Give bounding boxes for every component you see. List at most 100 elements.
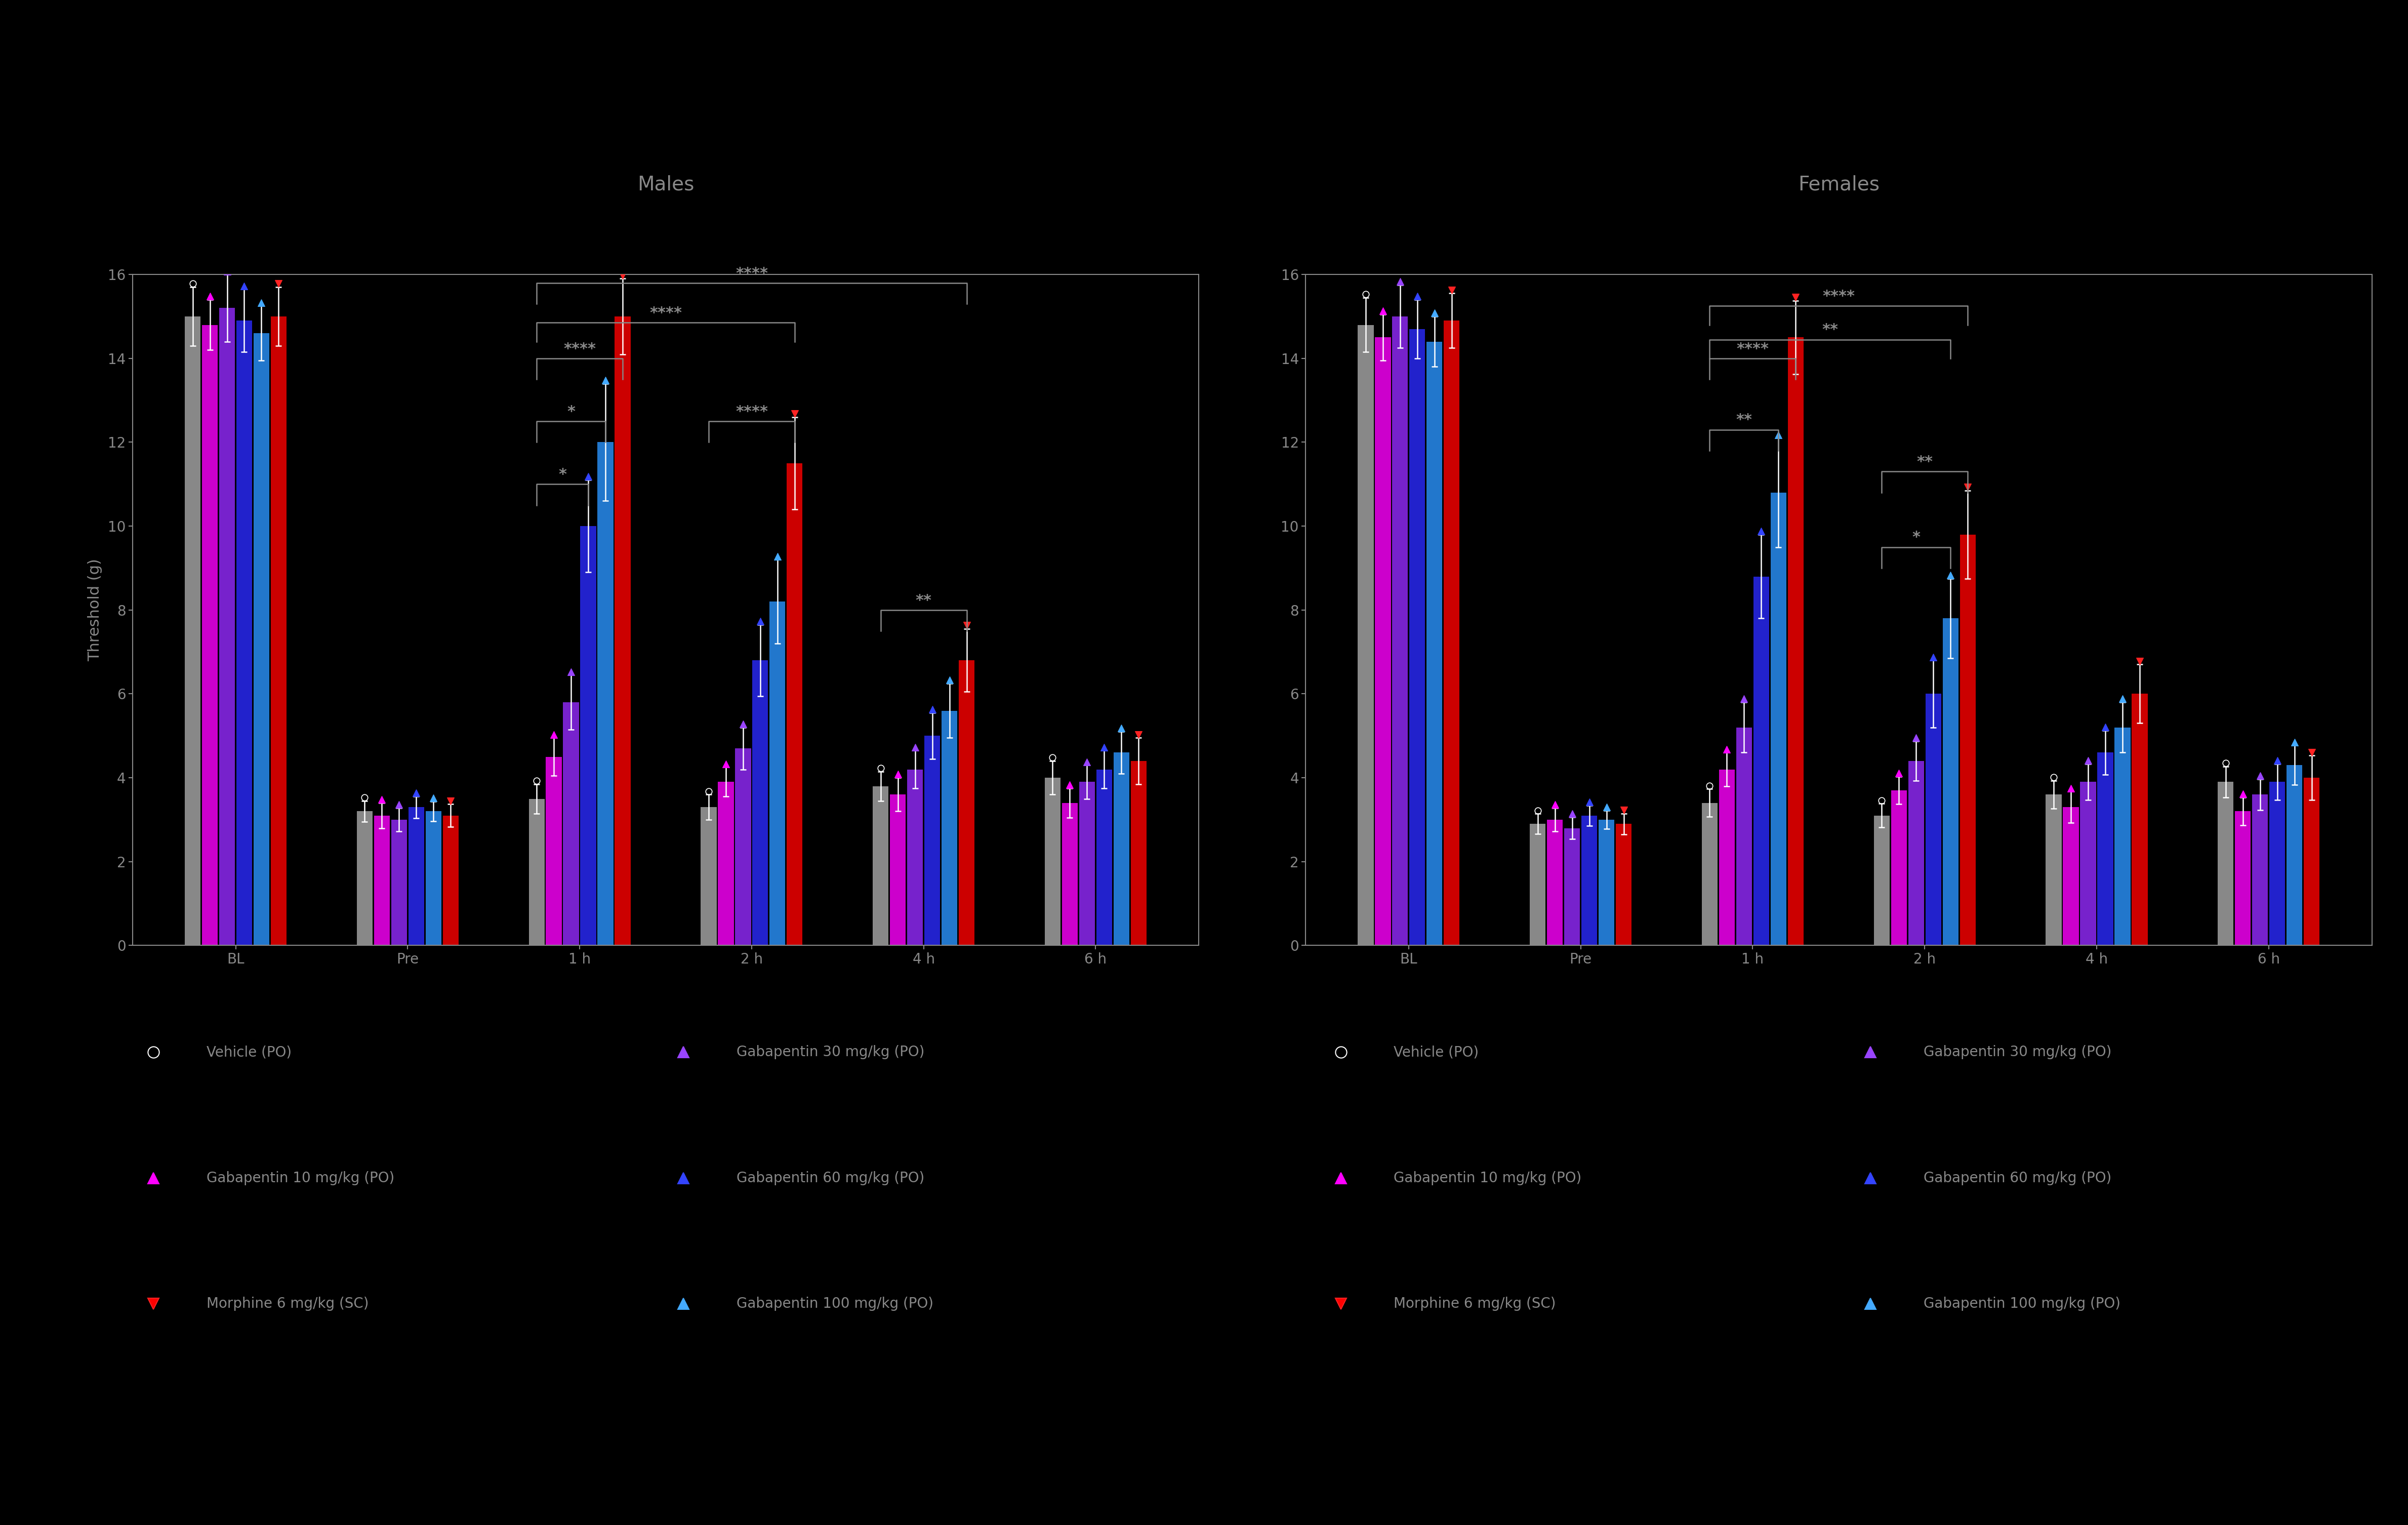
Text: Vehicle (PO): Vehicle (PO) [207,1045,291,1060]
Bar [2047,795,2061,945]
Bar [270,317,287,946]
Y-axis label: Threshold (g): Threshold (g) [87,558,101,662]
Bar [2268,782,2285,945]
Bar [1529,824,1546,945]
Bar [1907,761,1924,946]
Bar [734,749,751,946]
Bar [771,602,785,946]
Bar [2064,807,2078,946]
Text: ****: **** [734,265,768,281]
Text: Gabapentin 10 mg/kg (PO): Gabapentin 10 mg/kg (PO) [207,1171,395,1185]
Bar [701,807,718,946]
Bar [1392,317,1409,946]
Bar [563,703,578,946]
Text: Morphine 6 mg/kg (SC): Morphine 6 mg/kg (SC) [1394,1296,1556,1311]
Bar [1753,576,1770,946]
Text: Morphine 6 mg/kg (SC): Morphine 6 mg/kg (SC) [207,1296,368,1311]
Text: **: ** [1917,454,1934,470]
Bar [1079,782,1096,945]
Bar [426,811,441,946]
Bar [356,811,373,946]
Bar [373,816,390,946]
Bar [942,711,958,946]
Text: ****: **** [734,404,768,419]
Text: **: ** [1823,323,1837,337]
Text: Gabapentin 10 mg/kg (PO): Gabapentin 10 mg/kg (PO) [1394,1171,1582,1185]
Text: ****: **** [1736,342,1770,357]
Bar [202,325,217,946]
Bar [2114,727,2131,946]
Text: *: * [559,467,566,482]
Title: Females: Females [1799,175,1878,194]
Bar [1565,828,1580,946]
Bar [2081,782,2095,945]
Text: ****: **** [1823,290,1854,303]
Bar [1599,820,1613,946]
Bar [1943,619,1958,946]
Bar [1616,824,1633,945]
Bar [1358,325,1373,946]
Bar [390,820,407,946]
Text: Gabapentin 60 mg/kg (PO): Gabapentin 60 mg/kg (PO) [737,1171,925,1185]
Bar [1045,778,1060,946]
Bar [1926,694,1941,946]
Text: **: ** [915,593,932,608]
Bar [2251,795,2268,945]
Bar [1112,753,1129,945]
Bar [908,770,922,946]
Bar [891,795,905,945]
Text: *: * [1912,531,1919,544]
Bar [1409,329,1426,946]
Text: Gabapentin 30 mg/kg (PO): Gabapentin 30 mg/kg (PO) [737,1045,925,1060]
Bar [2235,811,2251,946]
Bar [530,799,544,946]
Bar [2304,778,2319,946]
Bar [1096,770,1112,946]
Bar [1546,820,1563,946]
Bar [1132,761,1146,946]
Bar [751,660,768,946]
Bar [1702,804,1717,946]
Bar [787,464,802,946]
Bar [718,782,734,945]
Bar [1736,727,1753,946]
Bar [958,660,975,946]
Text: Gabapentin 100 mg/kg (PO): Gabapentin 100 mg/kg (PO) [737,1296,934,1311]
Bar [2131,694,2148,946]
Bar [614,317,631,946]
Title: Males: Males [638,175,694,194]
Bar [1890,790,1907,946]
Bar [597,442,614,946]
Text: Gabapentin 30 mg/kg (PO): Gabapentin 30 mg/kg (PO) [1924,1045,2112,1060]
Bar [547,756,561,946]
Bar [1445,320,1459,946]
Bar [253,334,270,946]
Bar [1375,337,1392,946]
Text: Vehicle (PO): Vehicle (PO) [1394,1045,1479,1060]
Bar [1582,816,1597,946]
Text: ****: **** [650,307,681,320]
Bar [925,737,939,946]
Bar [1719,770,1734,946]
Bar [443,816,458,946]
Bar [236,320,253,946]
Bar [872,787,889,946]
Bar [1787,337,1804,946]
Bar [1770,493,1787,946]
Text: *: * [566,404,576,419]
Bar [2218,782,2235,945]
Bar [219,308,236,946]
Bar [580,526,597,946]
Bar [185,317,200,946]
Text: ****: **** [563,342,595,357]
Text: Gabapentin 100 mg/kg (PO): Gabapentin 100 mg/kg (PO) [1924,1296,2121,1311]
Bar [1062,804,1079,946]
Bar [409,807,424,946]
Bar [1426,342,1442,946]
Bar [1873,816,1890,946]
Bar [1960,535,1975,946]
Bar [2288,766,2302,946]
Text: Gabapentin 60 mg/kg (PO): Gabapentin 60 mg/kg (PO) [1924,1171,2112,1185]
Text: **: ** [1736,413,1753,427]
Bar [2097,753,2114,945]
